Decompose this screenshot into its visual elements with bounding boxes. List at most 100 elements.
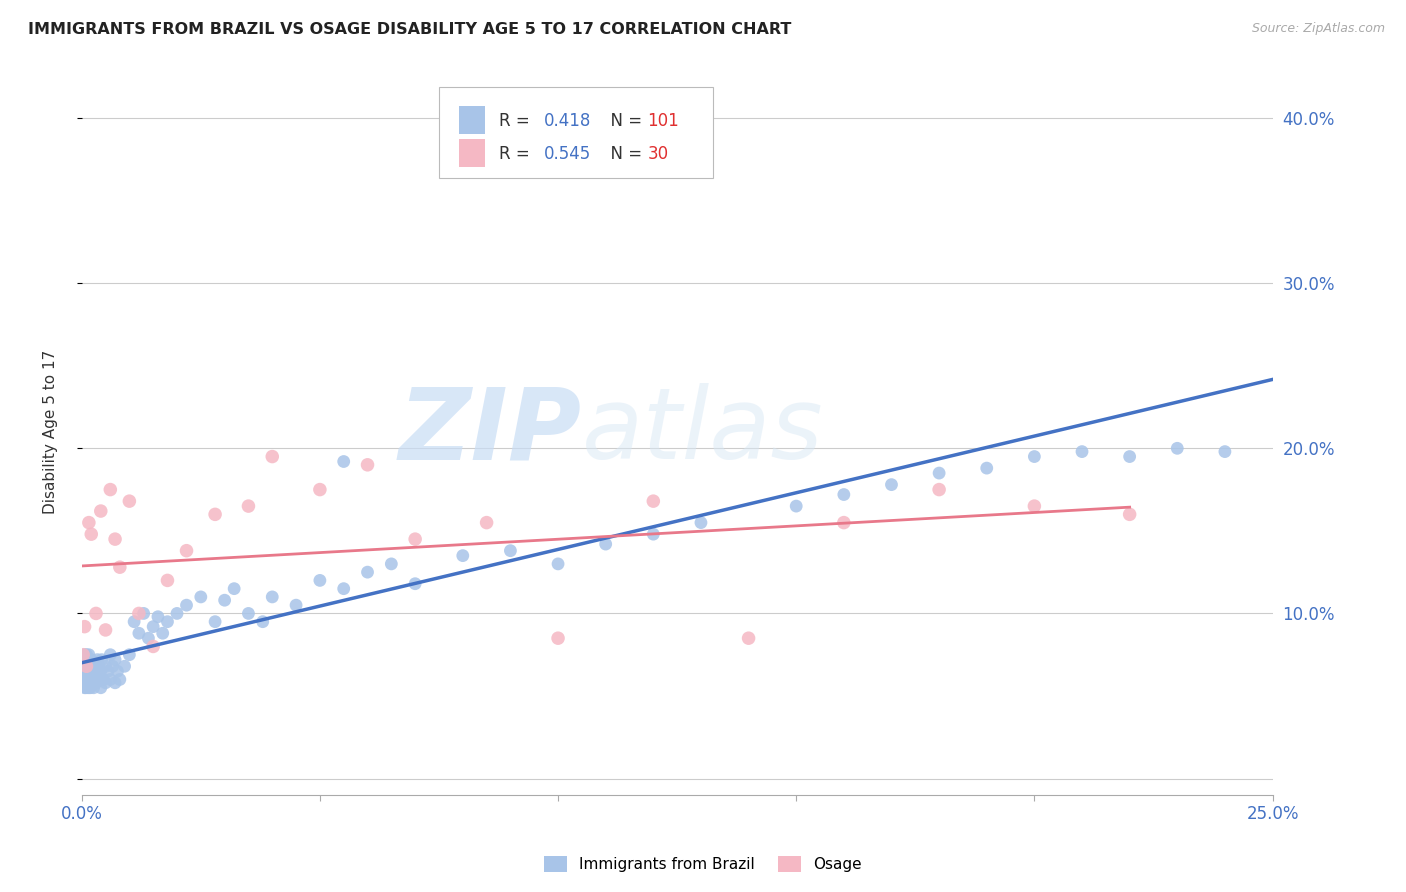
Point	[83, 681, 105, 695]
Point	[122, 615, 145, 629]
Text: N =: N =	[600, 112, 647, 130]
Text: IMMIGRANTS FROM BRAZIL VS OSAGE DISABILITY AGE 5 TO 17 CORRELATION CHART: IMMIGRANTS FROM BRAZIL VS OSAGE DISABILI…	[28, 22, 792, 37]
Point	[104, 653, 127, 667]
Point	[77, 681, 100, 695]
Point	[190, 590, 212, 604]
Point	[104, 675, 127, 690]
Point	[98, 483, 121, 497]
Point	[1071, 444, 1094, 458]
Point	[73, 656, 96, 670]
Point	[547, 557, 569, 571]
Point	[152, 626, 174, 640]
Point	[1024, 499, 1046, 513]
Point	[76, 659, 98, 673]
Point	[94, 623, 117, 637]
Text: N =: N =	[600, 145, 647, 163]
Point	[332, 454, 354, 468]
Point	[98, 673, 121, 687]
Point	[80, 673, 103, 687]
Point	[523, 120, 546, 134]
Point	[108, 673, 131, 687]
Point	[643, 494, 665, 508]
Point	[73, 664, 96, 678]
Point	[82, 656, 104, 670]
Point	[176, 543, 198, 558]
Point	[75, 673, 97, 687]
Point	[90, 653, 112, 667]
Point	[73, 681, 96, 695]
Point	[166, 607, 188, 621]
Point	[380, 557, 402, 571]
Text: ZIP: ZIP	[399, 384, 582, 480]
Point	[87, 673, 110, 687]
Point	[204, 508, 226, 522]
Point	[1118, 450, 1140, 464]
Point	[83, 664, 105, 678]
Point	[252, 615, 274, 629]
Point	[84, 675, 107, 690]
Point	[1118, 508, 1140, 522]
Point	[87, 659, 110, 673]
Point	[156, 615, 179, 629]
Point	[108, 560, 131, 574]
Point	[79, 675, 101, 690]
Point	[94, 675, 117, 690]
Point	[156, 574, 179, 588]
Point	[475, 516, 498, 530]
Point	[142, 640, 165, 654]
Point	[118, 494, 141, 508]
Point	[547, 631, 569, 645]
Point	[76, 659, 98, 673]
Point	[90, 504, 112, 518]
Point	[86, 664, 108, 678]
Point	[107, 664, 129, 678]
Point	[90, 681, 112, 695]
Text: 0.545: 0.545	[544, 145, 591, 163]
Text: 0.418: 0.418	[544, 112, 591, 130]
Point	[77, 669, 100, 683]
Point	[75, 664, 97, 678]
Point	[80, 527, 103, 541]
Point	[204, 615, 226, 629]
Point	[76, 673, 98, 687]
Point	[785, 499, 807, 513]
Point	[224, 582, 246, 596]
FancyBboxPatch shape	[460, 106, 485, 134]
Point	[880, 477, 903, 491]
Point	[285, 598, 308, 612]
Point	[79, 659, 101, 673]
Point	[309, 574, 332, 588]
Text: R =: R =	[499, 145, 534, 163]
Point	[80, 653, 103, 667]
FancyBboxPatch shape	[460, 139, 485, 167]
Point	[238, 607, 260, 621]
Point	[262, 450, 284, 464]
Point	[77, 648, 100, 662]
Point	[84, 659, 107, 673]
Point	[77, 656, 100, 670]
Point	[77, 659, 100, 673]
Point	[75, 681, 97, 695]
Point	[75, 648, 97, 662]
Point	[114, 659, 136, 673]
FancyBboxPatch shape	[439, 87, 713, 178]
Point	[132, 607, 155, 621]
Point	[75, 653, 97, 667]
Point	[404, 576, 426, 591]
Point	[595, 537, 617, 551]
Point	[309, 483, 332, 497]
Point	[79, 653, 101, 667]
Point	[643, 527, 665, 541]
Point	[97, 664, 120, 678]
Text: 101: 101	[647, 112, 679, 130]
Point	[91, 673, 114, 687]
Point	[73, 620, 96, 634]
Point	[94, 659, 117, 673]
Point	[832, 487, 855, 501]
Point	[737, 631, 759, 645]
Point	[146, 609, 169, 624]
Point	[1024, 450, 1046, 464]
Point	[104, 532, 127, 546]
Point	[128, 607, 150, 621]
Point	[499, 543, 522, 558]
